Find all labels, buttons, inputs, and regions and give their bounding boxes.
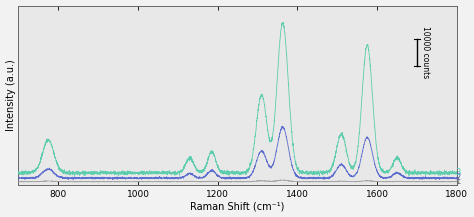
Text: 2: 2 <box>455 173 460 182</box>
Text: 3: 3 <box>455 168 460 177</box>
Text: 1: 1 <box>455 177 460 186</box>
Text: 10000 counts: 10000 counts <box>421 26 430 78</box>
X-axis label: Raman Shift (cm⁻¹): Raman Shift (cm⁻¹) <box>191 201 285 211</box>
Y-axis label: Intensity (a.u.): Intensity (a.u.) <box>6 59 16 131</box>
